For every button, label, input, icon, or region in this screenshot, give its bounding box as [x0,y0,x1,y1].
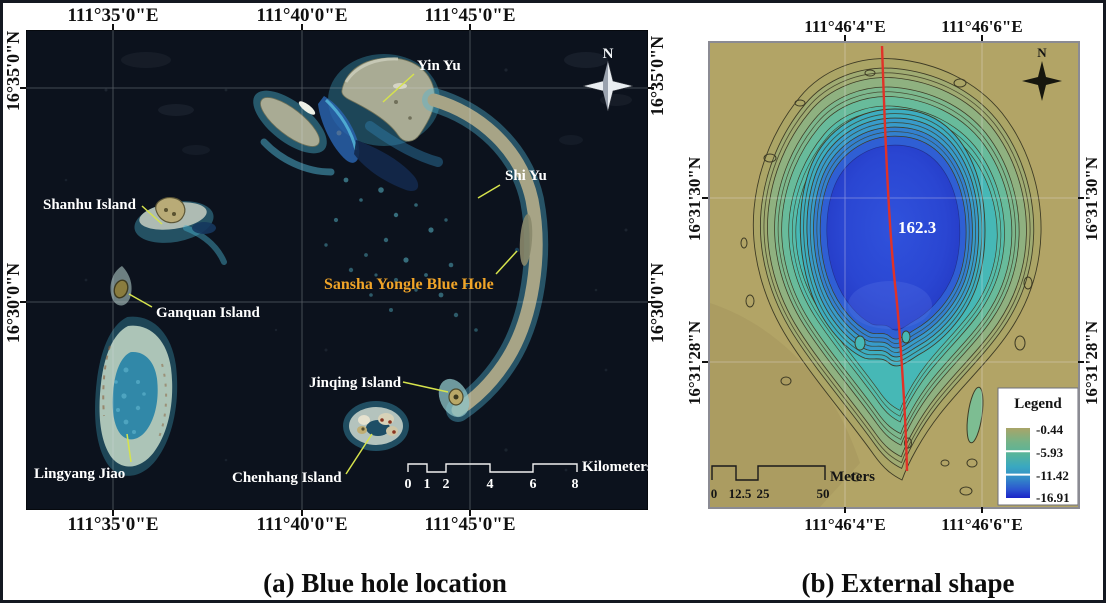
tick [112,510,114,516]
tick [1078,197,1084,199]
b-lon-bottom-466: 111°46'6"E [941,515,1023,534]
yin-yu-reef [328,54,440,146]
a-lon-top-35: 111°35'0"E [67,5,159,26]
legend-entry-0: -0.44 [1036,422,1064,437]
graticule-b [710,43,1078,507]
shi-yu-reef-arc [422,88,549,422]
label-yin-yu: Yin Yu [417,58,461,74]
legend-color-ramp [1006,428,1030,498]
scale-a-2: 2 [443,477,450,492]
a-lon-bottom-45: 111°45'0"E [424,514,516,535]
tick [301,24,303,30]
label-lingyang-jiao: Lingyang Jiao [34,466,125,482]
legend: Legend -0.44 -5.93 -11.42 -16.91 [997,387,1078,506]
panel-b-map: 162.3 N 0 12.5 25 50 Meters Lege [708,41,1080,509]
a-lon-bottom-35: 111°35'0"E [67,514,159,535]
scale-a-4: 4 [487,477,494,492]
scale-b-25: 25 [757,486,771,501]
scale-a-6: 6 [530,477,537,492]
tick [844,507,846,513]
tick [112,24,114,30]
label-shi-yu: Shi Yu [505,168,547,184]
scale-bar-b: 0 12.5 25 50 Meters [711,465,875,501]
tick [648,301,654,303]
label-ganquan-island: Ganquan Island [156,305,260,321]
terrain-shading [710,303,860,507]
tick [981,507,983,513]
sea-speckles [64,52,632,472]
b-lat-right-3128: 16°31'28"N [1082,320,1101,406]
legend-entry-3: -16.91 [1036,490,1070,505]
a-lat-right-35: 16°35'0"N [647,35,667,117]
label-shanhu-island: Shanhu Island [43,197,137,213]
lingyang-jiao-atoll [95,316,178,476]
legend-title: Legend [1014,396,1062,412]
b-lon-top-466: 111°46'6"E [941,17,1023,36]
inner-contour-rings [799,108,986,367]
scale-a-1: 1 [424,477,431,492]
b-lat-right-3130: 16°31'30"N [1082,156,1101,242]
chenhang-island-reef [343,401,409,451]
reef-channels [318,96,443,192]
b-lat-left-3128: 16°31'28"N [685,320,704,406]
legend-entry-2: -11.42 [1036,468,1069,483]
a-lat-left-30: 16°30'0"N [3,262,23,344]
tick [702,361,708,363]
tick [1078,361,1084,363]
compass-rose-icon-b: N [1022,45,1062,101]
scale-b-12: 12.5 [729,486,752,501]
tick [469,510,471,516]
graticule [26,30,648,510]
tick [20,87,26,89]
a-lon-top-45: 111°45'0"E [424,5,516,26]
tick [844,35,846,41]
label-chenhang-island: Chenhang Island [232,470,342,486]
scale-b-unit: Meters [830,469,875,485]
outlying-contours [740,69,1033,496]
panel-a-map: Yin Yu Shi Yu Shanhu Island Sansha Yongl… [26,30,648,510]
compass-rose-icon-a: N [582,46,634,112]
ganquan-island-shape [110,266,132,306]
caption-a: (a) Blue hole location [263,568,507,598]
legend-entry-1: -5.93 [1036,445,1064,460]
label-sansha-yongle-blue-hole: Sansha Yongle Blue Hole [324,276,494,293]
panel-b-canvas: 162.3 N 0 12.5 25 50 Meters Lege [710,43,1078,507]
b-lon-bottom-464: 111°46'4"E [804,515,886,534]
scale-a-unit: Kilometers [582,459,648,475]
scale-bar-a: 0 1 2 4 6 8 Kilometers [405,459,649,492]
caption-b: (b) External shape [801,568,1015,598]
scale-b-0: 0 [711,486,718,501]
scale-a-8: 8 [572,477,579,492]
northwest-reef [253,90,342,176]
compass-a-n: N [603,46,614,62]
panel-a-canvas: Yin Yu Shi Yu Shanhu Island Sansha Yongl… [26,30,648,510]
b-lat-left-3130: 16°31'30"N [685,156,704,242]
place-labels: Yin Yu Shi Yu Shanhu Island Sansha Yongl… [34,58,547,486]
a-lon-bottom-40: 111°40'0"E [256,514,348,535]
a-lat-right-30: 16°30'0"N [647,262,667,344]
compass-b-n: N [1037,45,1047,60]
depth-annotation: 162.3 [898,218,936,237]
tick [301,510,303,516]
tick [20,301,26,303]
tick [648,87,654,89]
tick [469,24,471,30]
scale-b-50: 50 [817,486,830,501]
lagoon-patches [324,177,478,332]
leader-lines [126,73,518,475]
a-lon-top-40: 111°40'0"E [256,5,348,26]
red-profile-line [880,45,909,472]
scale-a-0: 0 [405,477,412,492]
tick [981,35,983,41]
a-lat-left-35: 16°35'0"N [3,30,23,112]
b-lon-top-464: 111°46'4"E [804,17,886,36]
shanhu-island-reef [134,197,227,265]
label-jinqing-island: Jinqing Island [309,375,402,391]
tick [702,197,708,199]
